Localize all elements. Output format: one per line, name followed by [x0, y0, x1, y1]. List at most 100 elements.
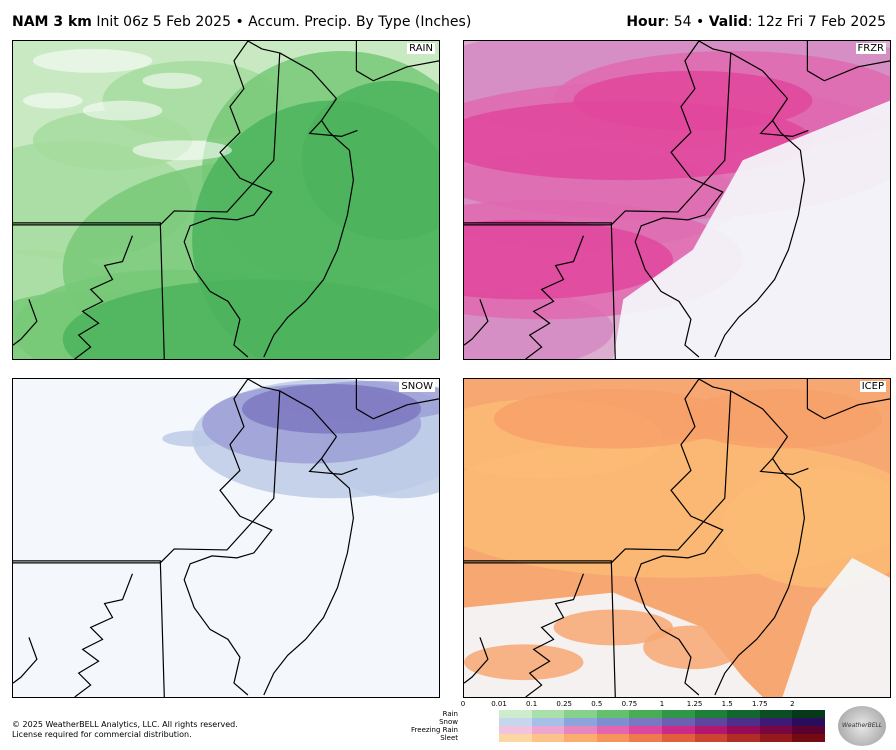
raritan-bay	[308, 458, 358, 476]
legend-swatch	[499, 726, 532, 734]
legend-swatch	[792, 726, 825, 734]
copyright-text: © 2025 WeatherBELL Analytics, LLC. All r…	[12, 720, 238, 729]
sleet-map-panel: ICEP	[463, 378, 891, 698]
sleet-map	[464, 379, 890, 697]
legend-swatch	[531, 726, 565, 734]
delmarva-border	[13, 299, 38, 346]
legend-swatch	[759, 710, 793, 718]
legend-tick: 0.01	[491, 700, 507, 708]
legend-swatch	[564, 734, 597, 742]
legend-swatch	[596, 718, 630, 726]
license-text: License required for commercial distribu…	[12, 730, 192, 739]
legend-label-sleet: Sleet	[440, 734, 458, 742]
legend-tick: 1	[659, 700, 665, 708]
legend-swatch	[661, 718, 695, 726]
delmarva-border	[464, 637, 489, 684]
legend-swatch	[661, 726, 695, 734]
legend-swatch	[661, 710, 695, 718]
legend-swatch	[792, 710, 825, 718]
state-border-pa-md	[13, 560, 165, 697]
legend-swatch	[759, 726, 793, 734]
legend-swatch	[759, 734, 793, 742]
legend-swatch	[564, 726, 597, 734]
legend-swatch	[596, 734, 630, 742]
state-border-ny-pa	[13, 379, 281, 564]
legend-swatch	[596, 726, 630, 734]
init-time: Init 06z 5 Feb 2025	[96, 14, 231, 30]
valid-label: Valid	[708, 14, 748, 30]
legend-ticks: 0 0.01 0.1 0.25 0.5 0.75 1 1.25 1.5 1.75 2	[460, 700, 825, 710]
rain-map-panel: RAIN	[12, 40, 440, 360]
map-title: NAM 3 km Init 06z 5 Feb 2025 • Accum. Pr…	[12, 14, 471, 30]
state-border-ny-nj	[279, 52, 337, 100]
legend-label-snow: Snow	[439, 718, 458, 726]
legend-swatch	[629, 726, 662, 734]
state-border-pa-md	[464, 222, 616, 359]
model-name: NAM 3 km	[12, 14, 92, 30]
legend-colorbar-rain	[499, 710, 825, 718]
legend-swatch	[694, 718, 728, 726]
delaware-bay-shore	[74, 235, 133, 359]
legend-colorbar-snow	[499, 718, 825, 726]
hour-value: : 54	[664, 14, 692, 30]
legend-swatch	[759, 718, 793, 726]
title-separator: •	[235, 14, 244, 30]
valid-info: Hour: 54 • Valid: 12z Fri 7 Feb 2025	[626, 14, 886, 30]
raritan-bay	[308, 120, 358, 138]
delmarva-border	[13, 637, 38, 684]
legend-swatch	[531, 710, 565, 718]
legend-swatch	[727, 726, 760, 734]
legend-colorbar-sleet	[499, 734, 825, 742]
state-border-pa-md	[464, 560, 616, 697]
precip-legend: 0 0.01 0.1 0.25 0.5 0.75 1 1.25 1.5 1.75 2 Rain Sn…	[400, 700, 830, 748]
legend-swatch	[499, 710, 532, 718]
delaware-river	[634, 41, 724, 358]
state-border-pa-md	[13, 222, 165, 359]
legend-tick: 0.1	[526, 700, 538, 708]
state-border-ny-pa	[464, 41, 732, 226]
legend-swatch	[629, 734, 662, 742]
legend-label-rain: Rain	[442, 710, 458, 718]
snow-map	[13, 379, 439, 697]
legend-tick: 1.25	[686, 700, 703, 708]
raritan-bay	[759, 458, 809, 476]
delaware-river	[183, 379, 273, 696]
raritan-bay	[759, 120, 809, 138]
legend-tick: 0	[460, 700, 466, 708]
new-jersey-coast	[714, 98, 806, 358]
legend-swatch	[727, 710, 760, 718]
delmarva-border	[464, 299, 489, 346]
panel-label-snow: SNOW	[399, 381, 435, 392]
legend-swatch	[694, 710, 728, 718]
state-border-ny-pa	[13, 41, 281, 226]
delaware-bay-shore	[74, 573, 133, 697]
delaware-river	[183, 41, 273, 358]
legend-colorbar-freezing-rain	[499, 726, 825, 734]
long-island-shore	[807, 398, 890, 420]
weatherbell-logo-text: WeatherBELL	[842, 722, 883, 729]
legend-tick: 1.5	[721, 700, 733, 708]
legend-swatch	[694, 726, 728, 734]
legend-swatch	[694, 734, 728, 742]
freezing-rain-map-panel: FRZR	[463, 40, 891, 360]
state-border-ny-nj	[279, 390, 337, 438]
state-border-ny-nj	[730, 52, 788, 100]
weatherbell-logo	[838, 706, 886, 746]
long-island-shore	[807, 60, 890, 82]
legend-tick: 0.25	[556, 700, 572, 708]
legend-swatch	[792, 734, 825, 742]
legend-swatch	[499, 734, 532, 742]
legend-swatch	[727, 718, 760, 726]
valid-value: : 12z Fri 7 Feb 2025	[747, 14, 886, 30]
legend-swatch	[596, 710, 630, 718]
delaware-bay-shore	[525, 235, 584, 359]
panel-label-sleet: ICEP	[859, 381, 886, 392]
snow-map-panel: SNOW	[12, 378, 440, 698]
legend-swatch	[499, 718, 532, 726]
legend-swatch	[531, 734, 565, 742]
new-jersey-coast	[263, 436, 355, 696]
legend-tick: 2	[790, 700, 795, 708]
legend-swatch	[727, 734, 760, 742]
legend-swatch	[629, 710, 662, 718]
legend-swatch	[564, 718, 597, 726]
